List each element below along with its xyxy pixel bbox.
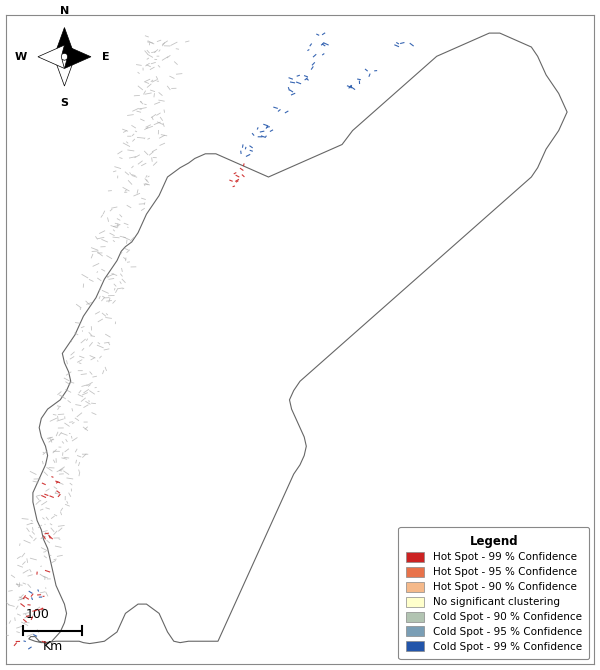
Polygon shape (29, 33, 567, 644)
Polygon shape (54, 57, 75, 86)
Text: Km: Km (43, 641, 63, 653)
Polygon shape (64, 45, 91, 68)
Text: E: E (101, 52, 109, 62)
Text: S: S (61, 98, 68, 108)
Text: W: W (15, 52, 28, 62)
Legend: Hot Spot - 99 % Confidence, Hot Spot - 95 % Confidence, Hot Spot - 90 % Confiden: Hot Spot - 99 % Confidence, Hot Spot - 9… (398, 527, 589, 659)
Polygon shape (38, 45, 64, 68)
Polygon shape (54, 27, 75, 57)
Text: 100: 100 (26, 608, 50, 621)
Text: N: N (60, 6, 69, 16)
